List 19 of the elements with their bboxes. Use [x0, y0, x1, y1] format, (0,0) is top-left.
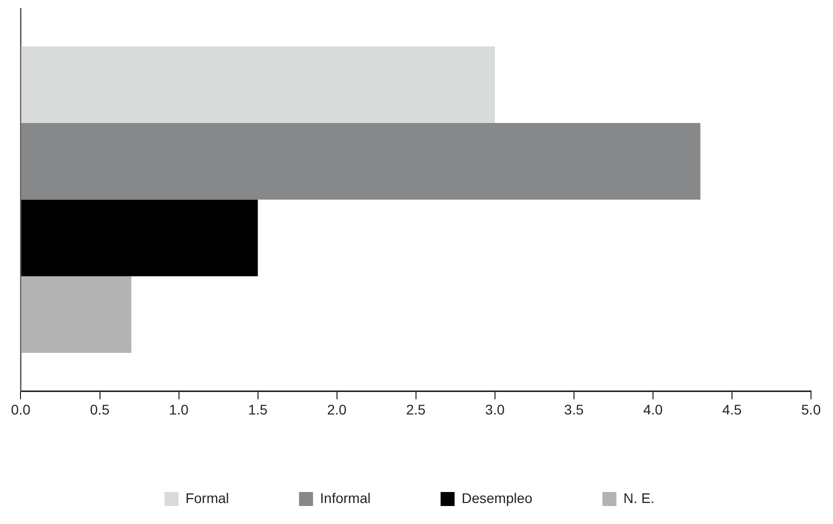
- bar: [21, 276, 132, 353]
- x-tick-label: 2.0: [327, 401, 347, 418]
- x-tick-label: 4.5: [722, 401, 742, 418]
- x-tick-label: 4.0: [643, 401, 663, 418]
- x-tick-label: 0.0: [10, 401, 31, 418]
- x-tick-label: 0.5: [90, 401, 110, 418]
- bar: [21, 122, 700, 200]
- x-tick-label: 3.0: [485, 401, 505, 418]
- legend-label: Informal: [320, 490, 371, 506]
- x-tick-label: 3.5: [564, 401, 584, 418]
- x-tick-label: 1.5: [248, 401, 268, 418]
- bar: [21, 46, 495, 123]
- x-tick-label: 2.5: [406, 401, 426, 418]
- legend-label: N. E.: [623, 490, 655, 506]
- legend-label: Formal: [185, 490, 230, 506]
- legend-label: Desempleo: [462, 490, 533, 506]
- bar: [21, 200, 258, 276]
- x-tick-label: 5.0: [801, 401, 821, 418]
- x-tick-label: 1.0: [169, 401, 189, 418]
